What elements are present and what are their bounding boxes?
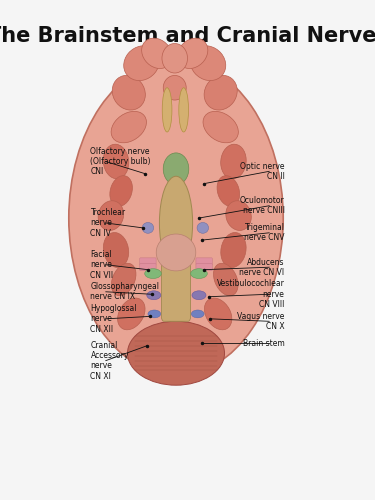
Ellipse shape (221, 144, 246, 179)
Text: Glossopharyngeal
nerve CN IX: Glossopharyngeal nerve CN IX (90, 282, 159, 302)
Ellipse shape (204, 76, 237, 110)
Text: Abducens
nerve CN VI: Abducens nerve CN VI (239, 258, 285, 277)
Ellipse shape (103, 144, 129, 179)
FancyBboxPatch shape (196, 264, 212, 270)
Text: Trochlear
nerve
CN IV: Trochlear nerve CN IV (90, 208, 126, 238)
Ellipse shape (69, 60, 283, 376)
Ellipse shape (148, 310, 161, 318)
Text: The Brainstem and Cranial Nerves: The Brainstem and Cranial Nerves (0, 26, 375, 46)
Ellipse shape (192, 291, 206, 300)
Ellipse shape (128, 322, 225, 385)
Ellipse shape (191, 268, 207, 278)
Ellipse shape (226, 200, 251, 230)
Ellipse shape (124, 46, 159, 80)
Ellipse shape (162, 44, 188, 73)
Ellipse shape (159, 176, 193, 270)
Ellipse shape (145, 268, 161, 278)
Ellipse shape (188, 333, 213, 364)
Text: Hypoglossal
nerve
CN XII: Hypoglossal nerve CN XII (90, 304, 137, 334)
Text: Cranial
Accessory
nerve
CN XI: Cranial Accessory nerve CN XI (90, 340, 129, 380)
Ellipse shape (190, 46, 226, 80)
Ellipse shape (112, 76, 146, 110)
Ellipse shape (197, 222, 208, 234)
Ellipse shape (217, 176, 240, 206)
Ellipse shape (163, 153, 189, 185)
Ellipse shape (142, 38, 172, 68)
FancyBboxPatch shape (140, 258, 156, 265)
Ellipse shape (98, 200, 124, 230)
Ellipse shape (136, 333, 162, 364)
Text: Olfactory nerve
(Olfactory bulb)
CNI: Olfactory nerve (Olfactory bulb) CNI (90, 146, 151, 176)
Ellipse shape (156, 234, 196, 271)
Text: Optic nerve
CN II: Optic nerve CN II (240, 162, 285, 181)
Ellipse shape (213, 264, 238, 296)
Ellipse shape (203, 112, 238, 143)
Ellipse shape (177, 38, 208, 68)
Text: Vestibulocochlear
nerve
CN VIII: Vestibulocochlear nerve CN VIII (217, 280, 285, 309)
Ellipse shape (204, 298, 232, 330)
Text: Facial
nerve
CN VII: Facial nerve CN VII (90, 250, 114, 280)
Ellipse shape (118, 298, 145, 330)
Ellipse shape (147, 291, 161, 300)
FancyBboxPatch shape (140, 264, 156, 270)
Ellipse shape (142, 222, 154, 234)
Ellipse shape (179, 88, 189, 132)
Ellipse shape (110, 176, 132, 206)
FancyBboxPatch shape (162, 248, 190, 322)
Ellipse shape (111, 264, 136, 296)
Ellipse shape (111, 112, 146, 143)
Text: Vagus nerve
CN X: Vagus nerve CN X (237, 312, 285, 331)
Text: Oculomotor
nerve CNIII: Oculomotor nerve CNIII (240, 196, 285, 216)
Text: Brain stem: Brain stem (243, 339, 285, 348)
Ellipse shape (159, 348, 190, 378)
Text: Trigeminal
nerve CNV: Trigeminal nerve CNV (244, 223, 285, 242)
Ellipse shape (104, 232, 129, 268)
Ellipse shape (163, 76, 186, 100)
Ellipse shape (221, 232, 246, 268)
Ellipse shape (162, 88, 172, 132)
Ellipse shape (191, 310, 204, 318)
FancyBboxPatch shape (196, 258, 212, 265)
